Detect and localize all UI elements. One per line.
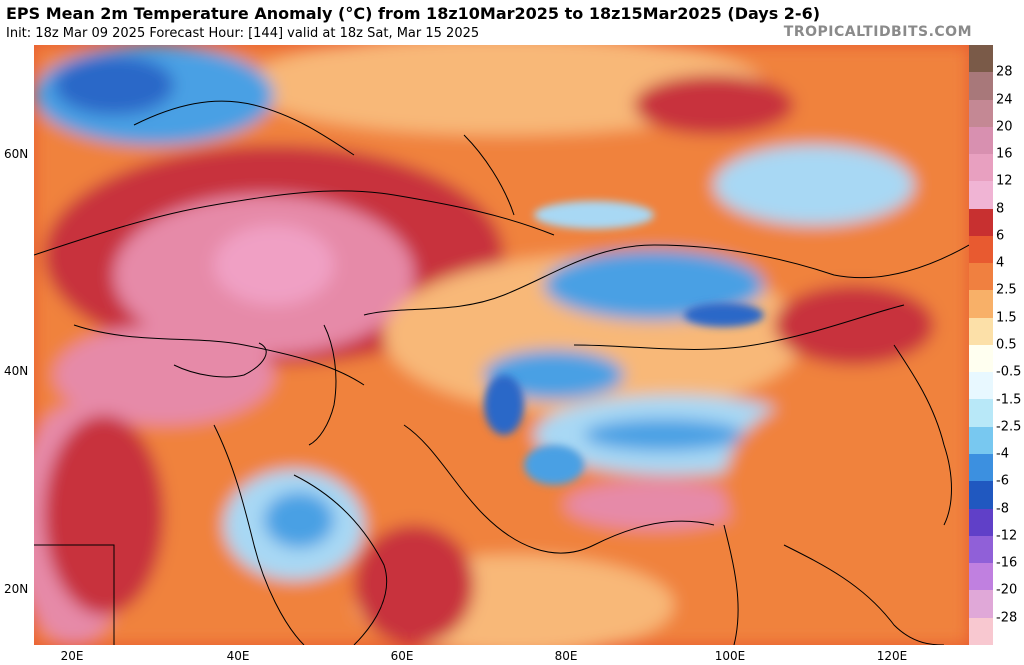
lat-label: 40N (4, 364, 29, 378)
field-warm-strong-north (634, 75, 794, 135)
detail-cool-karakoram (524, 445, 584, 485)
colorbar-label: -12 (996, 528, 1018, 544)
colorbar-block (969, 372, 993, 400)
border-line-13 (463, 134, 515, 216)
colorbar-block (969, 453, 993, 482)
colorbar-block (969, 45, 993, 73)
colorbar-block (969, 563, 993, 591)
border-line-8 (34, 544, 115, 645)
anomaly-map-canvas (34, 45, 969, 645)
lon-label: 120E (876, 649, 908, 663)
colorbar-label: 1.5 (996, 310, 1017, 326)
country-borders (34, 100, 969, 645)
border-line-7 (293, 474, 388, 645)
colorbar-block (969, 481, 993, 509)
colorbar-label: -0.5 (996, 364, 1022, 380)
border-caspian (308, 324, 337, 446)
field-warm-orange-china (724, 395, 944, 575)
colorbar-block (969, 181, 993, 209)
colorbar-block (969, 535, 993, 564)
field-warm-strong-manchuria (774, 285, 934, 365)
lon-label: 60E (390, 649, 414, 663)
site-brand: TROPICALTIDBITS.COM (783, 24, 972, 40)
colorbar-block (969, 208, 993, 236)
field-warm-pink-core (214, 225, 334, 305)
border-line-12 (133, 100, 355, 156)
border-line-4 (573, 304, 905, 350)
lon-label: 40E (226, 649, 250, 663)
colorbar-label: -1.5 (996, 392, 1022, 408)
field-warm-pink-himalaya (564, 480, 744, 530)
colorbar-label: 4 (996, 255, 1005, 271)
colorbar-label: 28 (996, 64, 1013, 80)
field-cool-mongolia (544, 250, 764, 320)
border-line-9 (723, 524, 739, 645)
colorbar-label: 0.5 (996, 337, 1017, 353)
border-line-10 (783, 544, 945, 645)
colorbar-label: -6 (996, 473, 1009, 489)
detail-cool-dark-mongolia (684, 303, 764, 327)
border-line-11 (893, 344, 952, 526)
field-cool-dark-tibet (584, 419, 744, 451)
colorbar-block (969, 154, 993, 182)
colorbar-block (969, 99, 993, 127)
lat-label: 20N (4, 582, 29, 596)
colorbar-label: 6 (996, 228, 1005, 244)
detail-cool-altai (534, 201, 654, 229)
field-warm-strong-africa (44, 415, 164, 615)
border-line-2 (73, 324, 365, 386)
colorbar-label: 16 (996, 146, 1013, 162)
colorbar-block (969, 317, 993, 345)
field-cool-siberia-east (714, 145, 914, 225)
anomaly-field (34, 45, 969, 645)
colorbar-block (969, 617, 993, 645)
border-line-1 (34, 190, 555, 256)
colorbar-label: -28 (996, 610, 1018, 626)
lon-label: 20E (60, 649, 84, 663)
colorbar-block (969, 508, 993, 536)
colorbar-block (969, 126, 993, 155)
map-title: EPS Mean 2m Temperature Anomaly (°C) fro… (6, 4, 821, 23)
detail-cool-pamir (484, 375, 524, 435)
colorbar-label: 20 (996, 119, 1013, 135)
lat-label: 60N (4, 147, 29, 161)
colorbar-label: 12 (996, 173, 1013, 189)
colorbar-label: 2.5 (996, 282, 1017, 298)
colorbar-label: -16 (996, 555, 1018, 571)
colorbar-label: -4 (996, 446, 1009, 462)
colorbar-block (969, 235, 993, 264)
colorbar-block (969, 344, 993, 373)
field-cool-dark-arabia (264, 492, 334, 548)
field-warm-light-north (244, 45, 764, 135)
field-cool-dark-scandinavia (54, 55, 174, 115)
border-line-6 (213, 424, 305, 645)
border-line-5 (403, 424, 715, 554)
colorbar (969, 45, 993, 645)
field-warm-pink-turkey (54, 325, 274, 425)
lon-label: 100E (714, 649, 746, 663)
colorbar-block (969, 426, 993, 454)
colorbar-block (969, 399, 993, 427)
map-subtitle: Init: 18z Mar 09 2025 Forecast Hour: [14… (6, 26, 480, 41)
lon-label: 80E (554, 649, 578, 663)
border-black-sea (173, 342, 267, 378)
anomaly-detail (484, 201, 764, 485)
colorbar-label: -2.5 (996, 419, 1022, 435)
colorbar-block (969, 263, 993, 291)
anomaly-map (34, 45, 969, 645)
colorbar-block (969, 72, 993, 100)
colorbar-block (969, 590, 993, 618)
colorbar-block (969, 290, 993, 318)
border-line-3 (363, 244, 969, 316)
colorbar-label: -8 (996, 501, 1009, 517)
colorbar-label: -20 (996, 582, 1018, 598)
field-warm-strong-india (354, 525, 474, 645)
colorbar-label: 24 (996, 92, 1013, 108)
colorbar-label: 8 (996, 201, 1005, 217)
